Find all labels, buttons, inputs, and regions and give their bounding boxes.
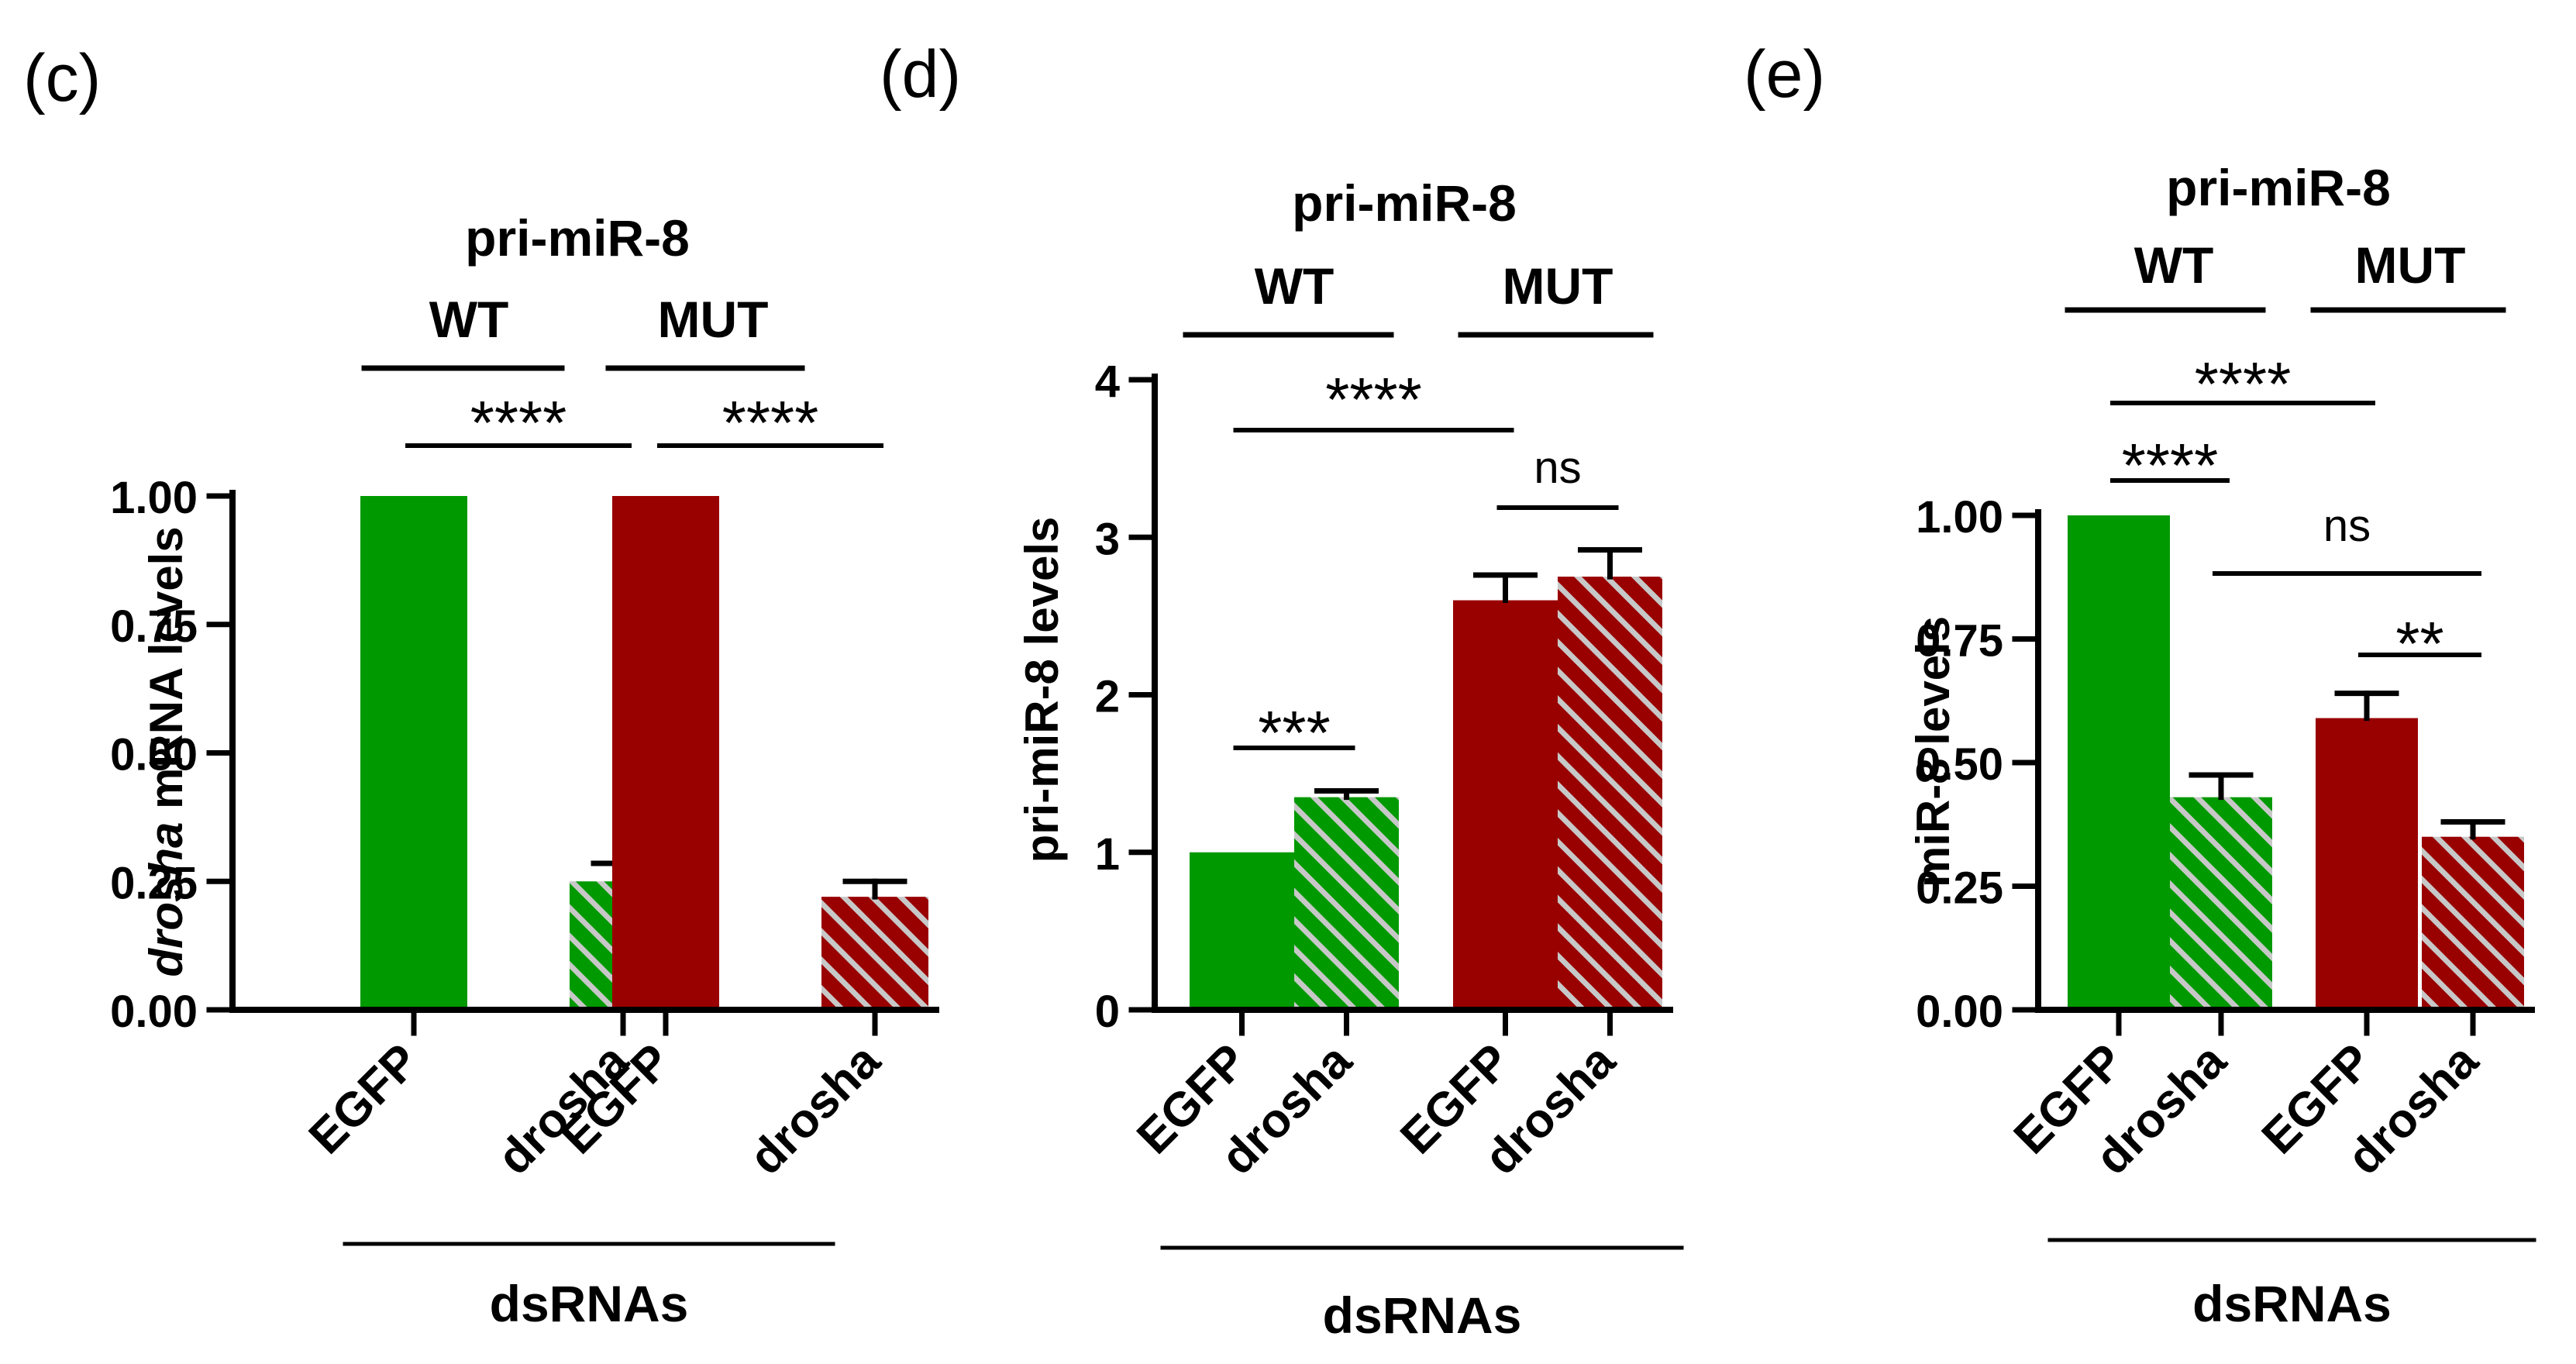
group-label-mut: MUT bbox=[1503, 257, 1613, 315]
group-label-mut: MUT bbox=[658, 291, 769, 348]
y-tick-label: 1 bbox=[1095, 829, 1120, 880]
y-axis-label-rest: mRNA levels bbox=[140, 526, 192, 822]
group-label-wt: WT bbox=[1255, 257, 1334, 315]
y-tick-label: 4 bbox=[1095, 356, 1120, 407]
y-axis-label: pri-miR-8 levels bbox=[1016, 517, 1068, 863]
bar-3 bbox=[2316, 718, 2418, 1010]
y-axis-label: miR-8 levels bbox=[1907, 616, 1959, 887]
significance-label: ** bbox=[2395, 609, 2443, 678]
chart-title: pri-miR-8 bbox=[465, 209, 690, 267]
significance-label: **** bbox=[2195, 350, 2292, 418]
y-tick-label: 0.50 bbox=[110, 730, 198, 780]
group-label-wt: WT bbox=[429, 291, 509, 348]
group-label-wt: WT bbox=[2134, 236, 2214, 294]
y-tick-label: 3 bbox=[1095, 514, 1120, 564]
y-axis-label: drosha mRNA levels bbox=[140, 526, 192, 976]
bar-1 bbox=[360, 496, 467, 1010]
chart-panel-3: (e)pri-miR-8WT MUT0.000.250.500.751.00EGF… bbox=[1744, 37, 2536, 1332]
x-axis-label: dsRNAs bbox=[2192, 1275, 2392, 1332]
bar-4 bbox=[1558, 577, 1662, 1010]
y-tick-label: 0.00 bbox=[110, 987, 198, 1037]
bar-4 bbox=[2422, 836, 2524, 1010]
y-tick-label: 0.50 bbox=[1916, 739, 2003, 790]
bar-2 bbox=[2170, 797, 2272, 1010]
y-tick-label: 1.00 bbox=[110, 473, 198, 523]
significance-label: ns bbox=[2323, 501, 2371, 551]
panel-label: (d) bbox=[880, 37, 961, 112]
x-tick-label: EGFP bbox=[299, 1034, 429, 1164]
significance-label: **** bbox=[722, 388, 819, 457]
chart-title: pri-miR-8 bbox=[1292, 174, 1517, 232]
y-tick-label: 1.00 bbox=[1916, 492, 2003, 542]
y-tick-label: 2 bbox=[1095, 672, 1120, 722]
y-tick-label: 0.00 bbox=[1916, 987, 2003, 1037]
bar-3 bbox=[1453, 600, 1558, 1010]
x-axis-label: dsRNAs bbox=[1323, 1286, 1522, 1344]
chart-title: pri-miR-8 bbox=[2166, 159, 2391, 216]
significance-label: ns bbox=[1534, 443, 1581, 493]
bar-4 bbox=[821, 897, 928, 1010]
significance-label: *** bbox=[1258, 698, 1330, 767]
bar-1 bbox=[2068, 515, 2170, 1010]
group-label-mut: MUT bbox=[2355, 236, 2466, 294]
y-tick-label: 0.25 bbox=[110, 858, 198, 908]
panel-label: (c) bbox=[23, 41, 101, 115]
y-tick-label: 0.75 bbox=[1916, 616, 2003, 666]
bar-1 bbox=[1190, 852, 1294, 1010]
y-tick-label: 0.75 bbox=[110, 601, 198, 652]
panel-label: (e) bbox=[1744, 37, 1825, 112]
y-tick-label: 0 bbox=[1095, 987, 1120, 1037]
x-axis-label: dsRNAs bbox=[490, 1275, 689, 1332]
significance-label: **** bbox=[2122, 431, 2219, 500]
x-tick-label: drosha bbox=[739, 1034, 890, 1185]
significance-label: **** bbox=[1325, 365, 1422, 434]
significance-label: **** bbox=[470, 388, 567, 457]
y-axis-label-italic: drosha bbox=[140, 822, 192, 977]
y-tick-label: 0.25 bbox=[1916, 863, 2003, 914]
bar-2 bbox=[1294, 797, 1399, 1010]
chart-panel-1: (c) pri-miR-8 WT MUT 0.00 0.25 0.50 0.75 1.00 EGF… bbox=[23, 41, 939, 1332]
bar-3 bbox=[612, 496, 719, 1010]
